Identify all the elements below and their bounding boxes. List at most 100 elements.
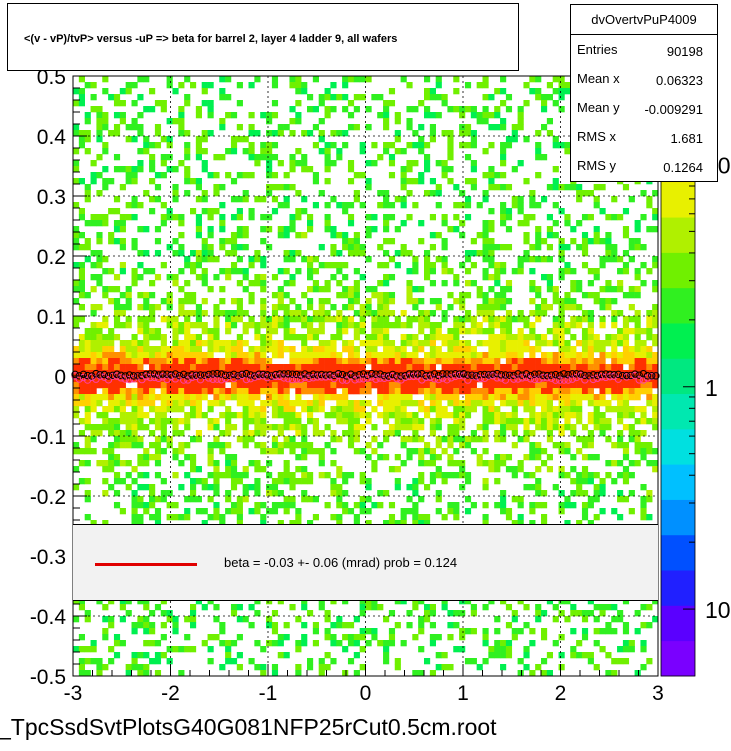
heat-cell	[195, 334, 202, 341]
heat-cell	[113, 424, 121, 431]
heat-cell	[418, 448, 425, 455]
heat-cell	[383, 292, 390, 299]
profile-marker	[401, 372, 409, 380]
heat-cell	[470, 604, 477, 611]
heat-cell	[488, 250, 495, 257]
heat-cell	[160, 334, 167, 341]
heat-cell	[301, 388, 308, 395]
heat-cell	[324, 394, 331, 401]
heat-cell	[318, 130, 325, 137]
heat-cell	[640, 412, 647, 419]
heat-cell	[96, 280, 103, 287]
heat-cell	[412, 256, 419, 263]
heat-cell	[137, 112, 144, 119]
heat-cell	[201, 520, 208, 527]
heat-cell	[184, 190, 191, 197]
heat-cell	[172, 328, 179, 335]
heat-cell	[219, 394, 226, 401]
heat-cell	[464, 340, 472, 347]
heat-cell	[500, 100, 507, 107]
heat-cell	[184, 142, 191, 149]
heat-cell	[558, 376, 565, 383]
heat-cell	[628, 346, 635, 353]
heat-cell	[137, 502, 144, 509]
heat-cell	[581, 262, 589, 269]
profile-marker	[464, 376, 472, 384]
heat-cell	[459, 352, 466, 359]
heat-cell	[78, 334, 85, 341]
heat-cell	[581, 394, 589, 401]
heat-cell	[266, 472, 273, 479]
heat-cell	[505, 310, 513, 317]
heat-cell	[230, 244, 238, 251]
heat-cell	[125, 166, 132, 173]
heat-cell	[248, 316, 255, 323]
heat-cell	[301, 82, 308, 89]
heat-cell	[178, 106, 185, 113]
heat-cell	[113, 400, 121, 407]
heat-cell	[289, 400, 296, 407]
heat-cell	[242, 244, 249, 251]
heat-cell	[640, 346, 647, 353]
heat-cell	[429, 406, 436, 413]
heat-cell	[587, 430, 594, 437]
heat-cell	[523, 136, 530, 143]
profile-marker	[556, 372, 564, 380]
heat-cell	[546, 358, 553, 365]
heat-cell	[488, 328, 495, 335]
heat-cell	[207, 634, 214, 641]
heat-cell	[593, 232, 600, 239]
heat-cell	[312, 202, 319, 209]
heat-cell	[295, 334, 302, 341]
profile-marker	[614, 375, 623, 383]
heat-cell	[195, 256, 202, 263]
heat-cell	[570, 268, 577, 275]
heat-cell	[289, 250, 296, 257]
heat-cell	[535, 610, 542, 617]
heat-cell	[90, 352, 97, 359]
stats-label: Mean x	[577, 71, 620, 86]
heat-cell	[535, 382, 542, 389]
heat-cell	[365, 286, 372, 293]
heat-cell	[482, 418, 489, 425]
heat-cell	[617, 442, 624, 449]
heat-cell	[160, 388, 167, 395]
heat-cell	[535, 94, 542, 101]
heat-cell	[125, 358, 132, 365]
heat-cell	[505, 508, 513, 515]
heat-cell	[424, 166, 431, 173]
profile-marker	[501, 376, 510, 384]
profile-marker	[459, 372, 468, 380]
heat-cell	[640, 514, 647, 521]
heat-cell	[424, 442, 431, 449]
heat-cell	[131, 622, 138, 629]
heat-cell	[429, 352, 436, 359]
heat-cell	[271, 328, 279, 335]
heat-cell	[113, 334, 121, 341]
heat-cell	[570, 226, 577, 233]
heat-cell	[84, 118, 91, 125]
heat-cell	[207, 328, 214, 335]
heat-cell	[587, 340, 594, 347]
heat-cell	[84, 184, 91, 191]
heat-cell	[271, 382, 279, 389]
heat-cell	[213, 616, 220, 623]
heat-cell	[359, 646, 366, 653]
heat-cell	[143, 322, 150, 329]
heat-cell	[464, 598, 472, 605]
heat-cell	[447, 334, 454, 341]
heat-cell	[593, 292, 600, 299]
heat-cell	[482, 232, 489, 239]
heat-cell	[277, 184, 284, 191]
heat-cell	[84, 670, 91, 677]
heat-cell	[640, 406, 647, 413]
heat-cell	[260, 370, 267, 377]
heat-cell	[178, 400, 185, 407]
heat-cell	[301, 382, 308, 389]
heat-cell	[617, 310, 624, 317]
heat-cell	[230, 484, 238, 491]
heat-cell	[435, 664, 442, 671]
heat-cell	[102, 214, 109, 221]
heat-cell	[289, 184, 296, 191]
heat-cell	[283, 472, 290, 479]
